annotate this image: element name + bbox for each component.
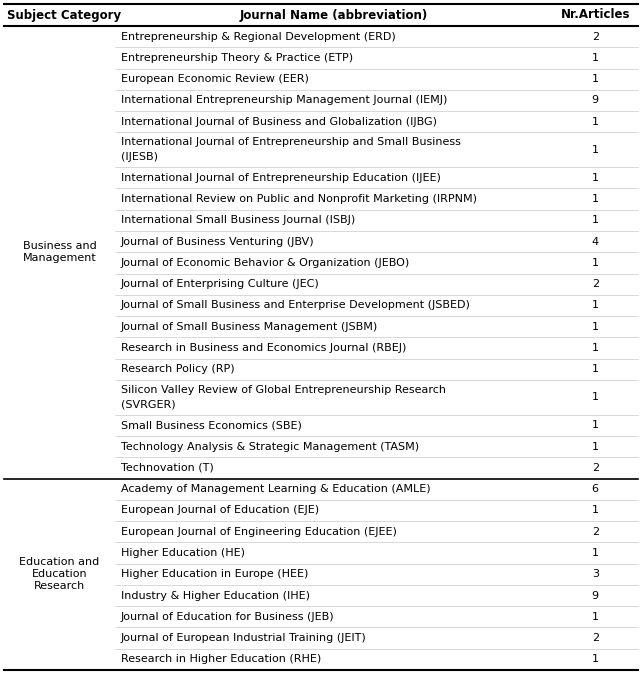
Text: 1: 1 xyxy=(592,53,599,63)
Text: Management: Management xyxy=(22,253,96,264)
Text: (SVRGER): (SVRGER) xyxy=(121,400,175,410)
Text: Research: Research xyxy=(34,581,85,591)
Text: 1: 1 xyxy=(592,321,599,332)
Text: (IJESB): (IJESB) xyxy=(121,152,158,162)
Text: Journal of Small Business Management (JSBM): Journal of Small Business Management (JS… xyxy=(121,321,378,332)
Text: Technology Analysis & Strategic Management (TASM): Technology Analysis & Strategic Manageme… xyxy=(121,441,419,452)
Text: 1: 1 xyxy=(592,548,599,558)
Text: European Economic Review (EER): European Economic Review (EER) xyxy=(121,74,309,84)
Text: European Journal of Education (EJE): European Journal of Education (EJE) xyxy=(121,506,319,516)
Text: Academy of Management Learning & Education (AMLE): Academy of Management Learning & Educati… xyxy=(121,484,431,494)
Text: 1: 1 xyxy=(592,343,599,353)
Text: 1: 1 xyxy=(592,364,599,374)
Text: Journal of Enterprising Culture (JEC): Journal of Enterprising Culture (JEC) xyxy=(121,279,320,289)
Text: Nr.Articles: Nr.Articles xyxy=(560,9,630,22)
Text: 1: 1 xyxy=(592,258,599,268)
Text: 9: 9 xyxy=(592,590,599,601)
Text: International Entrepreneurship Management Journal (IEMJ): International Entrepreneurship Managemen… xyxy=(121,96,447,105)
Text: 1: 1 xyxy=(592,145,599,155)
Text: 1: 1 xyxy=(592,301,599,311)
Text: 2: 2 xyxy=(592,32,599,42)
Text: International Journal of Business and Globalization (IJBG): International Journal of Business and Gl… xyxy=(121,117,437,127)
Text: Journal Name (abbreviation): Journal Name (abbreviation) xyxy=(239,9,428,22)
Text: 6: 6 xyxy=(592,484,599,494)
Text: 1: 1 xyxy=(592,612,599,622)
Text: Research Policy (RP): Research Policy (RP) xyxy=(121,364,234,374)
Text: 1: 1 xyxy=(592,392,599,402)
Text: Journal of Economic Behavior & Organization (JEBO): Journal of Economic Behavior & Organizat… xyxy=(121,258,410,268)
Text: Research in Higher Education (RHE): Research in Higher Education (RHE) xyxy=(121,654,321,665)
Text: Education: Education xyxy=(31,570,87,579)
Text: Higher Education in Europe (HEE): Higher Education in Europe (HEE) xyxy=(121,570,308,579)
Text: Research in Business and Economics Journal (RBEJ): Research in Business and Economics Journ… xyxy=(121,343,406,353)
Text: Higher Education (HE): Higher Education (HE) xyxy=(121,548,245,558)
Text: 9: 9 xyxy=(592,96,599,105)
Text: 1: 1 xyxy=(592,506,599,516)
Text: 2: 2 xyxy=(592,463,599,473)
Text: Education and: Education and xyxy=(19,557,100,568)
Text: 1: 1 xyxy=(592,173,599,183)
Text: 1: 1 xyxy=(592,216,599,225)
Text: International Small Business Journal (ISBJ): International Small Business Journal (IS… xyxy=(121,216,355,225)
Text: 1: 1 xyxy=(592,441,599,452)
Text: 1: 1 xyxy=(592,421,599,431)
Text: Entrepreneurship & Regional Development (ERD): Entrepreneurship & Regional Development … xyxy=(121,32,395,42)
Text: Journal of Education for Business (JEB): Journal of Education for Business (JEB) xyxy=(121,612,334,622)
Text: Technovation (T): Technovation (T) xyxy=(121,463,214,473)
Text: International Review on Public and Nonprofit Marketing (IRPNM): International Review on Public and Nonpr… xyxy=(121,194,477,204)
Text: 1: 1 xyxy=(592,117,599,127)
Text: International Journal of Entrepreneurship Education (IJEE): International Journal of Entrepreneurshi… xyxy=(121,173,441,183)
Text: Business and: Business and xyxy=(22,241,96,251)
Text: Silicon Valley Review of Global Entrepreneurship Research: Silicon Valley Review of Global Entrepre… xyxy=(121,385,446,395)
Text: Entrepreneurship Theory & Practice (ETP): Entrepreneurship Theory & Practice (ETP) xyxy=(121,53,353,63)
Text: Small Business Economics (SBE): Small Business Economics (SBE) xyxy=(121,421,302,431)
Text: 2: 2 xyxy=(592,633,599,643)
Text: 3: 3 xyxy=(592,570,599,579)
Text: International Journal of Entrepreneurship and Small Business: International Journal of Entrepreneurshi… xyxy=(121,137,461,147)
Text: Industry & Higher Education (IHE): Industry & Higher Education (IHE) xyxy=(121,590,310,601)
Text: 1: 1 xyxy=(592,654,599,665)
Text: Subject Category: Subject Category xyxy=(7,9,121,22)
Text: European Journal of Engineering Education (EJEE): European Journal of Engineering Educatio… xyxy=(121,526,397,537)
Text: 2: 2 xyxy=(592,279,599,289)
Text: 4: 4 xyxy=(592,237,599,247)
Text: 1: 1 xyxy=(592,194,599,204)
Text: 1: 1 xyxy=(592,74,599,84)
Text: 2: 2 xyxy=(592,526,599,537)
Text: Journal of European Industrial Training (JEIT): Journal of European Industrial Training … xyxy=(121,633,367,643)
Text: Journal of Small Business and Enterprise Development (JSBED): Journal of Small Business and Enterprise… xyxy=(121,301,471,311)
Text: Journal of Business Venturing (JBV): Journal of Business Venturing (JBV) xyxy=(121,237,315,247)
